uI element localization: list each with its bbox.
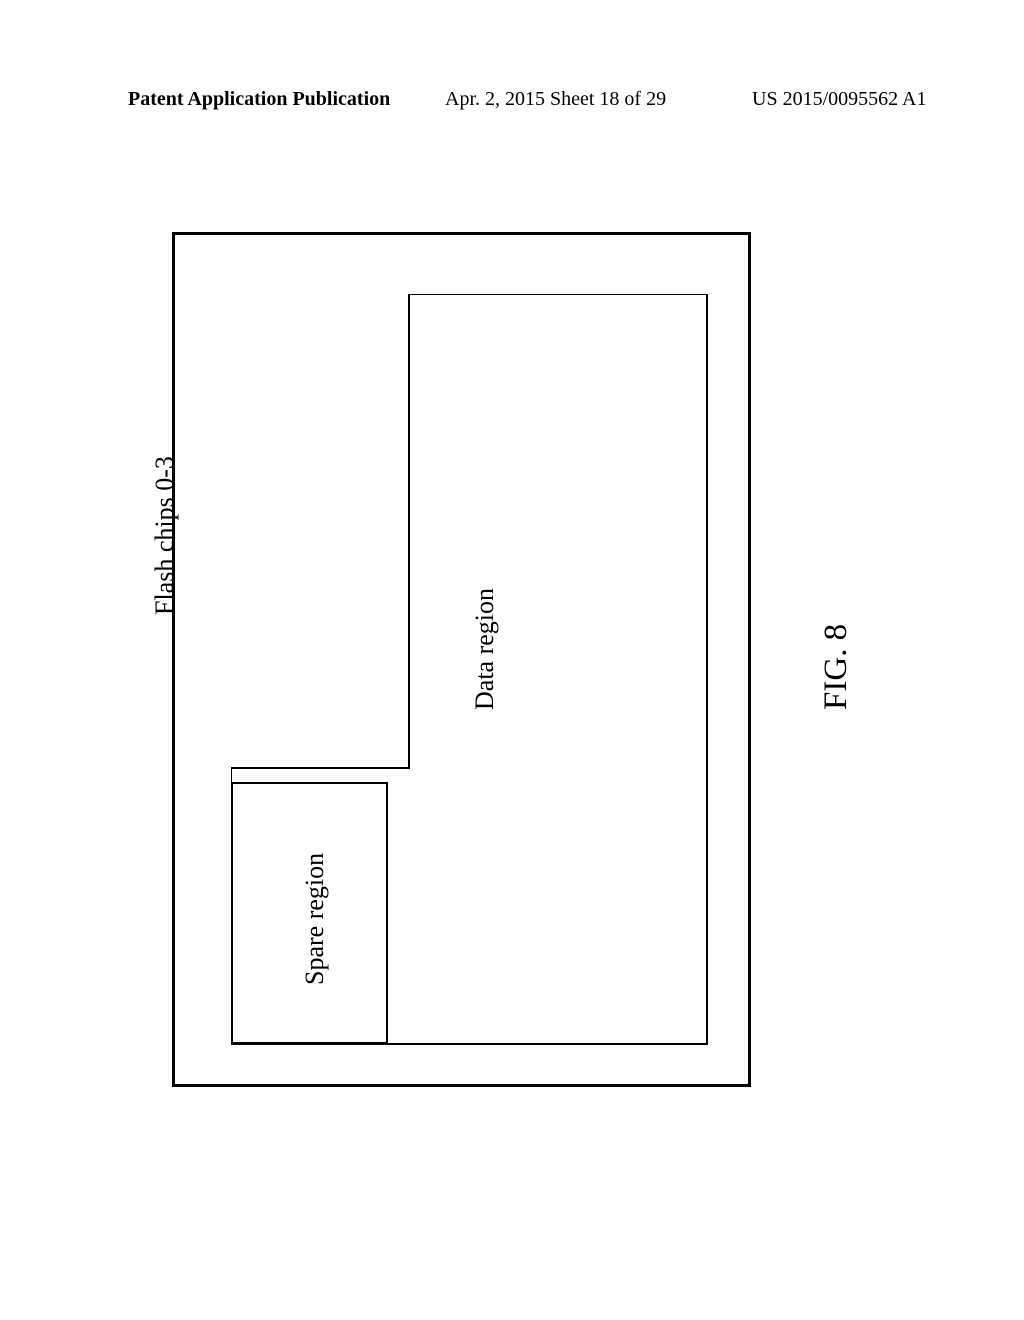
header-right: US 2015/0095562 A1 bbox=[752, 88, 926, 111]
figure-label: FIG. 8 bbox=[818, 624, 855, 710]
spare-region-label: Spare region bbox=[300, 853, 330, 985]
data-region-label: Data region bbox=[470, 588, 500, 710]
page-root: Patent Application Publication Apr. 2, 2… bbox=[0, 0, 1024, 1320]
header-left: Patent Application Publication bbox=[128, 88, 390, 111]
header-center: Apr. 2, 2015 Sheet 18 of 29 bbox=[445, 88, 666, 111]
flash-chips-label: Flash chips 0-3 bbox=[150, 456, 180, 615]
